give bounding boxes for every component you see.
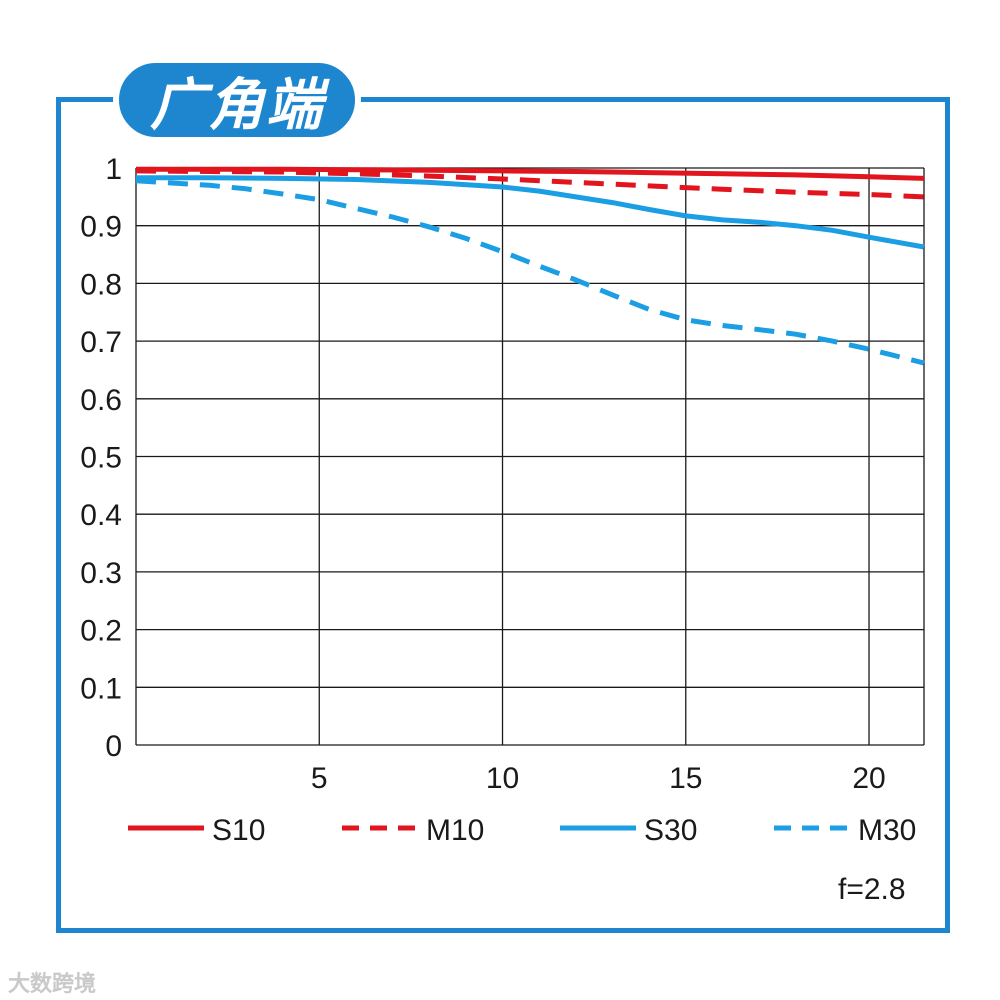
series-line-m10 <box>135 168 925 200</box>
y-tick-label: 0 <box>105 730 122 763</box>
x-tick-label: 15 <box>669 762 702 795</box>
series-line-m30 <box>135 178 925 366</box>
y-tick-label: 0.5 <box>80 442 122 475</box>
series-lines <box>135 166 925 366</box>
watermark: 大数跨境 <box>8 972 97 997</box>
series-line-s30 <box>136 175 925 250</box>
y-tick-label: 0.3 <box>80 557 122 590</box>
x-tick-label: 20 <box>852 762 885 795</box>
legend-label-m10: M10 <box>426 814 484 847</box>
y-tick-label: 0.2 <box>80 615 122 648</box>
x-tick-label: 5 <box>311 762 328 795</box>
legend-label-m30: M30 <box>858 814 916 847</box>
y-tick-label: 0.4 <box>80 499 122 532</box>
chart-title-badge: 广角端 <box>113 57 361 143</box>
y-tick-label: 1 <box>105 153 122 186</box>
aperture-label: f=2.8 <box>838 873 906 906</box>
y-tick-label: 0.7 <box>80 326 122 359</box>
y-tick-label: 0.6 <box>80 384 122 417</box>
legend: S10 M10 S30 M30 <box>128 814 916 847</box>
series-line-s10 <box>136 166 925 181</box>
y-tick-label: 0.1 <box>80 672 122 705</box>
legend-label-s10: S10 <box>212 814 265 847</box>
grid <box>135 167 925 746</box>
legend-label-s30: S30 <box>644 814 697 847</box>
y-tick-label: 0.9 <box>80 211 122 244</box>
axis-ticks: 00.10.20.30.40.50.60.70.80.915 10 15 20 <box>80 153 885 795</box>
x-tick-label: 10 <box>486 762 519 795</box>
y-tick-label: 0.8 <box>80 268 122 301</box>
